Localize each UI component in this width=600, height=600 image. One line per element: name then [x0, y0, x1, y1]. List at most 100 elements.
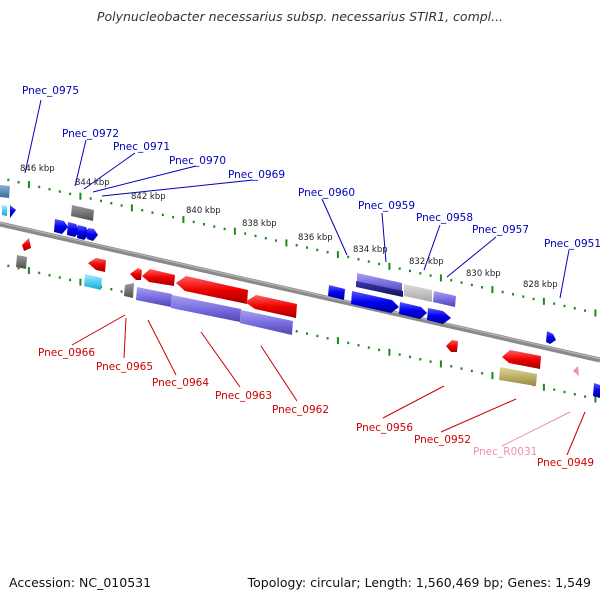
gene-label[interactable]: Pnec_0972	[62, 128, 119, 140]
minor-tick	[203, 223, 205, 226]
gene-label[interactable]: Pnec_0965	[96, 361, 153, 373]
minor-tick	[378, 348, 381, 352]
gene-feature[interactable]	[245, 295, 297, 318]
minor-tick	[573, 307, 576, 310]
gene-feature[interactable]	[446, 340, 458, 352]
kbp-label: 840 kbp	[186, 206, 221, 216]
gene-feature[interactable]	[499, 367, 537, 386]
gene-label[interactable]: Pnec_0958	[416, 212, 473, 224]
forward-tick-track	[7, 178, 597, 317]
gene-label[interactable]: Pnec_R0031	[473, 446, 537, 458]
major-tick	[182, 216, 185, 224]
gene-label[interactable]: Pnec_0970	[169, 155, 226, 167]
gene-feature[interactable]	[0, 185, 10, 198]
gene-feature[interactable]	[10, 205, 16, 218]
minor-tick	[69, 192, 72, 196]
gene-label[interactable]: Pnec_0956	[356, 422, 413, 434]
reverse-genes	[16, 238, 579, 386]
minor-tick	[563, 304, 566, 308]
major-tick	[79, 278, 82, 286]
gene-feature[interactable]	[77, 225, 90, 240]
minor-tick	[429, 360, 432, 363]
minor-tick	[151, 211, 154, 214]
gene-label[interactable]: Pnec_0949	[537, 457, 594, 469]
minor-tick	[213, 225, 216, 228]
minor-tick	[367, 260, 370, 263]
gene-feature[interactable]	[399, 302, 427, 319]
major-tick	[388, 262, 391, 270]
major-tick	[542, 383, 545, 391]
kbp-label: 828 kbp	[523, 280, 558, 290]
minor-tick	[429, 274, 432, 277]
gene-feature[interactable]	[240, 310, 293, 335]
minor-tick	[58, 276, 61, 279]
major-tick	[27, 181, 30, 189]
gene-feature[interactable]	[433, 291, 456, 307]
gene-feature[interactable]	[124, 283, 134, 298]
minor-tick	[450, 279, 453, 282]
label-leader-lines	[24, 99, 586, 456]
gene-label[interactable]: Pnec_0959	[358, 200, 415, 212]
major-tick	[79, 192, 82, 200]
gene-feature[interactable]	[404, 284, 432, 302]
gene-feature[interactable]	[136, 287, 172, 307]
gene-feature[interactable]	[171, 295, 241, 322]
gene-feature[interactable]	[356, 281, 403, 297]
minor-tick	[192, 220, 195, 224]
gene-feature[interactable]	[84, 274, 102, 290]
minor-tick	[38, 271, 41, 275]
gene-feature[interactable]	[2, 205, 7, 216]
minor-tick	[58, 190, 61, 193]
gene-feature[interactable]	[573, 366, 579, 376]
minor-tick	[357, 344, 360, 347]
gene-label[interactable]: Pnec_0951	[544, 238, 600, 250]
gene-feature[interactable]	[351, 291, 399, 313]
gene-feature[interactable]	[54, 219, 68, 234]
major-tick	[336, 337, 339, 345]
gene-feature[interactable]	[427, 308, 451, 324]
gene-feature[interactable]	[593, 383, 600, 398]
gene-feature[interactable]	[16, 255, 27, 269]
gene-feature[interactable]	[546, 331, 556, 344]
major-tick	[233, 227, 236, 235]
gene-label[interactable]: Pnec_0952	[414, 434, 471, 446]
gene-feature[interactable]	[130, 268, 142, 280]
gene-label[interactable]: Pnec_0964	[152, 377, 209, 389]
major-tick	[594, 309, 597, 317]
accession-text: Accession: NC_010531	[9, 575, 152, 590]
minor-tick	[295, 244, 298, 247]
kbp-label: 842 kbp	[131, 192, 166, 202]
gene-feature[interactable]	[71, 205, 94, 221]
minor-tick	[295, 330, 298, 333]
gene-feature[interactable]	[87, 228, 98, 241]
gene-label[interactable]: Pnec_0971	[113, 141, 170, 153]
gene-label[interactable]: Pnec_0960	[298, 187, 355, 199]
gene-label[interactable]: Pnec_0957	[472, 224, 529, 236]
gene-label[interactable]: Pnec_0966	[38, 347, 95, 359]
gene-feature[interactable]	[142, 269, 175, 286]
gene-label[interactable]: Pnec_0969	[228, 169, 285, 181]
gene-feature[interactable]	[176, 276, 248, 304]
minor-tick	[275, 239, 278, 242]
gene-feature[interactable]	[328, 285, 345, 300]
minor-tick	[316, 334, 319, 338]
gene-label[interactable]: Pnec_0963	[215, 390, 272, 402]
gene-label[interactable]: Pnec_0975	[22, 85, 79, 97]
major-tick	[594, 395, 597, 403]
minor-tick	[584, 395, 587, 398]
major-tick	[491, 372, 494, 380]
gene-label[interactable]: Pnec_0962	[272, 404, 329, 416]
minor-tick	[223, 227, 226, 231]
major-tick	[285, 239, 288, 247]
gene-feature[interactable]	[22, 238, 31, 251]
minor-tick	[48, 188, 51, 191]
gene-feature[interactable]	[88, 258, 106, 272]
gene-feature[interactable]	[357, 273, 402, 293]
minor-tick	[172, 216, 175, 219]
kbp-label: 838 kbp	[242, 219, 277, 229]
minor-tick	[460, 281, 463, 284]
gene-feature[interactable]	[502, 350, 541, 369]
gene-feature[interactable]	[67, 222, 80, 237]
minor-tick	[316, 248, 319, 252]
